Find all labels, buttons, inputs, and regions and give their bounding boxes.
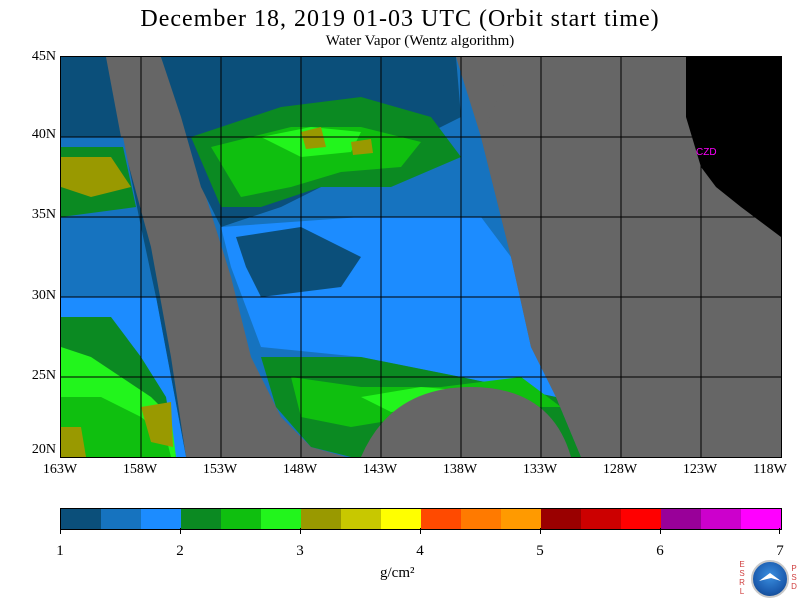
lat-label-25n: 25N: [31, 368, 56, 383]
colorbar-swatch: [621, 509, 661, 529]
lat-label-40n: 40N: [31, 127, 56, 142]
colorbar-swatch: [541, 509, 581, 529]
lon-label-158w: 158W: [122, 462, 158, 477]
lon-label-138w: 138W: [442, 462, 478, 477]
colorbar-label-4: 4: [416, 543, 424, 559]
colorbar-swatch: [421, 509, 461, 529]
colorbar-swatch: [661, 509, 701, 529]
colorbar-swatch: [461, 509, 501, 529]
graticule: [61, 57, 781, 457]
map-subtitle: Water Vapor (Wentz algorithm): [325, 33, 515, 49]
colorbar: [60, 508, 782, 530]
lat-label-45n: 45N: [31, 49, 56, 64]
colorbar-swatch: [341, 509, 381, 529]
colorbar-label-3: 3: [296, 543, 304, 559]
colorbar-label-2: 2: [176, 543, 184, 559]
lat-label-35n: 35N: [31, 207, 56, 222]
colorbar-swatch: [501, 509, 541, 529]
lon-label-143w: 143W: [362, 462, 398, 477]
lat-label-30n: 30N: [31, 288, 56, 303]
map-image: [61, 57, 781, 457]
colorbar-label-5: 5: [536, 543, 544, 559]
colorbar-swatch: [301, 509, 341, 529]
colorbar-label-1: 1: [56, 543, 64, 559]
lon-label-133w: 133W: [522, 462, 558, 477]
colorbar-swatch: [141, 509, 181, 529]
lon-label-128w: 128W: [602, 462, 638, 477]
lon-label-118w: 118W: [753, 462, 787, 477]
water-vapor-map: [60, 56, 782, 458]
colorbar-swatch: [701, 509, 741, 529]
colorbar-swatch: [381, 509, 421, 529]
colorbar-label-6: 6: [656, 543, 664, 559]
colorbar-units: g/cm²: [380, 565, 415, 581]
station-marker-label: CZD: [696, 147, 717, 158]
colorbar-swatch: [101, 509, 141, 529]
colorbar-swatch: [61, 509, 101, 529]
lat-label-20n: 20N: [31, 442, 56, 457]
colorbar-swatch: [581, 509, 621, 529]
colorbar-ticks: [60, 528, 780, 534]
colorbar-swatch: [261, 509, 301, 529]
lon-label-153w: 153W: [202, 462, 238, 477]
colorbar-swatch: [221, 509, 261, 529]
colorbar-label-7: 7: [776, 543, 784, 559]
lon-label-148w: 148W: [282, 462, 318, 477]
colorbar-swatch: [741, 509, 781, 529]
lon-label-123w: 123W: [682, 462, 718, 477]
colorbar-swatch: [181, 509, 221, 529]
noaa-emblem-icon: [751, 560, 789, 598]
lon-label-163w: 163W: [42, 462, 78, 477]
map-title: December 18, 2019 01-03 UTC (Orbit start…: [140, 6, 660, 32]
